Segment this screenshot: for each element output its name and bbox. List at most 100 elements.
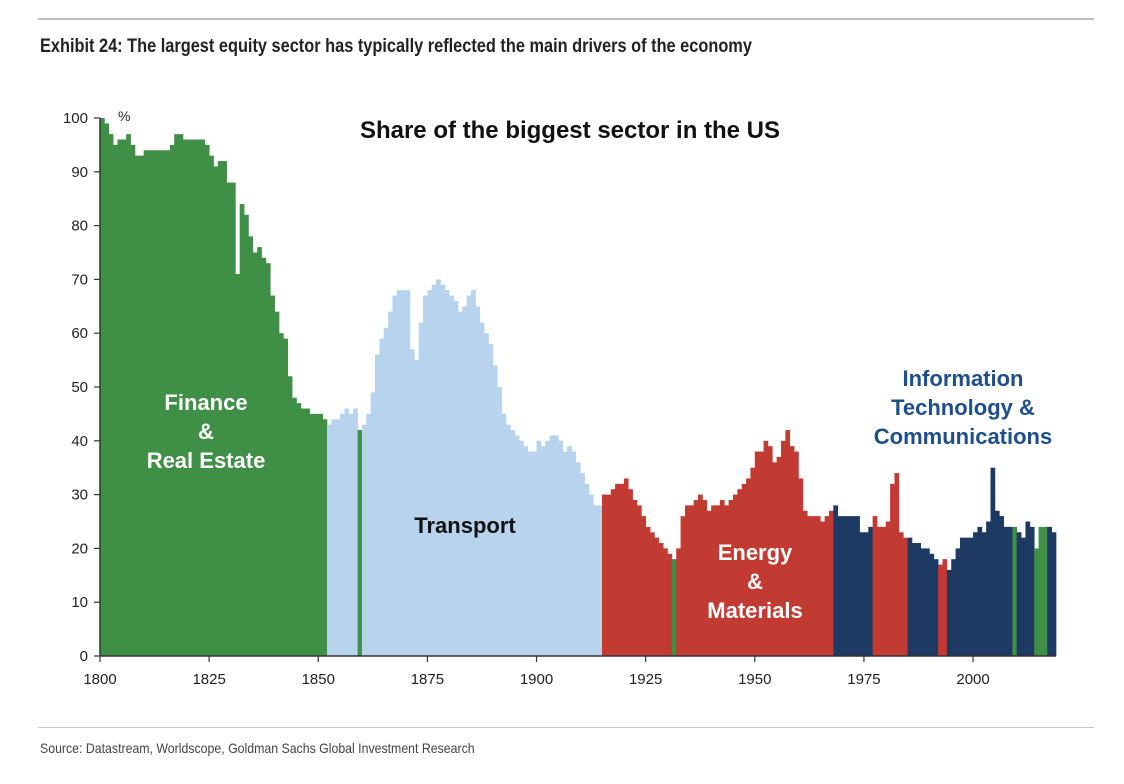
- bar-1939: [706, 510, 712, 656]
- bar-1900: [536, 440, 542, 656]
- bar-1909: [575, 462, 581, 656]
- bar-1951: [759, 451, 764, 656]
- bar-1950: [754, 451, 760, 656]
- bar-1985: [907, 537, 913, 656]
- bar-1927: [654, 537, 660, 656]
- bar-1942: [719, 499, 725, 656]
- y-tick-label-60: 60: [71, 325, 88, 342]
- bar-1962: [807, 516, 812, 656]
- bar-1872: [414, 360, 420, 656]
- bar-2007: [1003, 526, 1009, 656]
- bar-2002: [981, 532, 987, 656]
- exhibit-title: Exhibit 24: The largest equity sector ha…: [40, 36, 752, 57]
- bar-1941: [715, 505, 721, 656]
- bar-1964: [815, 516, 821, 656]
- bar-1910: [580, 473, 585, 656]
- bar-1952: [763, 440, 769, 656]
- bar-2004: [990, 467, 996, 656]
- bar-1995: [951, 559, 956, 656]
- bar-1886: [475, 306, 481, 656]
- bar-1848: [309, 413, 315, 656]
- y-tick-label-70: 70: [71, 271, 88, 288]
- bar-1814: [161, 150, 166, 656]
- annotation-finance: Finance & Real Estate: [147, 390, 266, 473]
- bar-1818: [178, 134, 184, 656]
- bar-1982: [894, 473, 900, 656]
- bar-1807: [130, 144, 136, 656]
- bar-1851: [322, 419, 328, 656]
- bar-1931: [671, 559, 677, 656]
- bar-1809: [139, 155, 145, 656]
- bar-1800: [100, 118, 105, 656]
- bar-1850: [318, 413, 323, 656]
- bar-1875: [427, 290, 433, 656]
- bar-1997: [959, 537, 965, 656]
- bar-1858: [353, 408, 358, 656]
- annotation-it-line-1: Technology &: [891, 395, 1035, 420]
- bar-1903: [549, 435, 555, 656]
- bar-1817: [174, 134, 179, 656]
- y-tick-label-10: 10: [71, 594, 88, 611]
- bar-1992: [938, 564, 943, 656]
- bar-1859: [357, 430, 363, 656]
- bar-1888: [484, 333, 489, 656]
- bar-1902: [545, 440, 550, 656]
- bar-1838: [265, 263, 271, 656]
- bar-2018: [1051, 532, 1057, 656]
- bar-1966: [824, 516, 830, 656]
- bar-2005: [994, 510, 1000, 656]
- bar-1898: [527, 451, 533, 656]
- bar-1907: [567, 446, 572, 656]
- bar-1929: [663, 548, 668, 656]
- bar-1824: [204, 144, 210, 656]
- bar-1981: [890, 483, 895, 656]
- bar-1827: [217, 161, 223, 657]
- bar-1820: [187, 139, 193, 656]
- bar-1892: [501, 413, 507, 656]
- bar-2012: [1025, 521, 1031, 656]
- bar-1976: [868, 526, 874, 656]
- bar-1899: [532, 451, 537, 656]
- bar-1813: [156, 150, 162, 656]
- bar-2013: [1029, 526, 1035, 656]
- bar-1857: [348, 413, 354, 656]
- bar-1842: [283, 338, 289, 656]
- bar-1808: [134, 155, 140, 656]
- bar-1806: [126, 134, 131, 656]
- bar-1860: [361, 424, 367, 656]
- bar-1896: [519, 440, 524, 656]
- annotation-transport: Transport: [414, 513, 516, 538]
- bar-1879: [444, 290, 450, 656]
- bar-1832: [239, 204, 245, 656]
- top-rule: [38, 18, 1094, 20]
- x-tick-label-1825: 1825: [192, 671, 225, 688]
- bar-1812: [152, 150, 158, 656]
- x-tick-label-1800: 1800: [83, 671, 116, 688]
- bar-2014: [1034, 548, 1039, 656]
- bar-1829: [226, 182, 232, 656]
- bar-1804: [117, 139, 123, 656]
- x-tick-label-1875: 1875: [411, 671, 444, 688]
- bar-1961: [802, 510, 808, 656]
- bar-1866: [388, 311, 393, 656]
- bar-1889: [488, 343, 494, 656]
- bar-1830: [230, 182, 236, 656]
- bar-1980: [885, 521, 891, 656]
- bar-2009: [1012, 526, 1018, 656]
- bar-1917: [610, 489, 616, 656]
- bar-1973: [855, 516, 860, 656]
- bar-1925: [645, 526, 651, 656]
- y-tick-label-40: 40: [71, 433, 88, 450]
- y-tick-label-30: 30: [71, 487, 88, 504]
- bar-1934: [684, 505, 690, 656]
- bar-1828: [222, 161, 227, 657]
- bar-1969: [837, 516, 843, 656]
- bar-1915: [602, 494, 607, 656]
- bar-1945: [732, 494, 738, 656]
- annotation-finance-line-0: Finance: [164, 390, 247, 415]
- bar-1911: [584, 483, 590, 656]
- bar-1938: [702, 499, 708, 656]
- bar-1894: [510, 430, 516, 656]
- bar-1930: [667, 553, 673, 656]
- bar-1922: [632, 499, 638, 656]
